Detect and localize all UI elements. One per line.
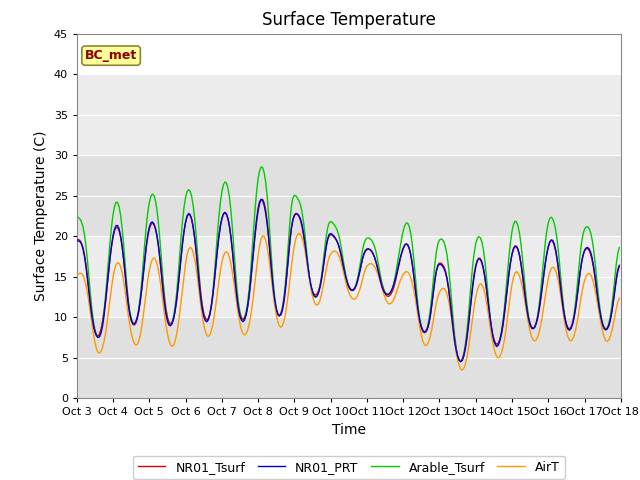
AirT: [588, 275, 596, 281]
Arable_Tsurf: [253, 189, 260, 194]
Bar: [77, 317, 621, 398]
Y-axis label: Surface Temperature (C): Surface Temperature (C): [34, 131, 48, 301]
NR01_Tsurf: [140, 272, 147, 277]
Arable_Tsurf: [235, 300, 243, 306]
Arable_Tsurf: [457, 358, 465, 364]
Line: NR01_Tsurf: NR01_Tsurf: [77, 199, 620, 361]
Line: AirT: AirT: [77, 233, 620, 370]
Arable_Tsurf: [257, 164, 265, 170]
Line: Arable_Tsurf: Arable_Tsurf: [77, 167, 620, 361]
NR01_Tsurf: [73, 237, 81, 242]
NR01_Tsurf: [235, 305, 243, 311]
AirT: [616, 295, 623, 301]
Line: NR01_PRT: NR01_PRT: [77, 199, 620, 362]
AirT: [262, 238, 269, 243]
AirT: [235, 312, 243, 318]
Arable_Tsurf: [264, 193, 271, 199]
AirT: [295, 230, 303, 236]
Text: BC_met: BC_met: [85, 49, 137, 62]
Arable_Tsurf: [140, 259, 147, 264]
Bar: [77, 155, 621, 236]
Bar: [77, 236, 621, 317]
Arable_Tsurf: [73, 214, 81, 220]
NR01_Tsurf: [259, 196, 266, 202]
NR01_PRT: [312, 294, 319, 300]
NR01_PRT: [257, 196, 265, 202]
AirT: [312, 301, 319, 307]
NR01_Tsurf: [264, 219, 271, 225]
NR01_PRT: [457, 359, 465, 365]
NR01_PRT: [616, 264, 623, 269]
Title: Surface Temperature: Surface Temperature: [262, 11, 436, 29]
Arable_Tsurf: [312, 294, 319, 300]
Arable_Tsurf: [616, 245, 623, 251]
NR01_Tsurf: [616, 263, 623, 268]
NR01_PRT: [140, 271, 147, 276]
NR01_Tsurf: [312, 292, 319, 298]
NR01_PRT: [588, 255, 596, 261]
AirT: [458, 367, 466, 373]
NR01_PRT: [235, 306, 243, 312]
NR01_Tsurf: [588, 257, 596, 263]
X-axis label: Time: Time: [332, 423, 366, 437]
NR01_PRT: [264, 221, 271, 227]
NR01_Tsurf: [253, 219, 260, 225]
Bar: [77, 74, 621, 155]
NR01_PRT: [73, 238, 81, 244]
AirT: [73, 272, 81, 277]
AirT: [140, 312, 147, 318]
AirT: [253, 264, 260, 270]
Arable_Tsurf: [588, 237, 596, 242]
Legend: NR01_Tsurf, NR01_PRT, Arable_Tsurf, AirT: NR01_Tsurf, NR01_PRT, Arable_Tsurf, AirT: [133, 456, 564, 479]
NR01_Tsurf: [457, 359, 465, 364]
NR01_PRT: [253, 216, 260, 222]
